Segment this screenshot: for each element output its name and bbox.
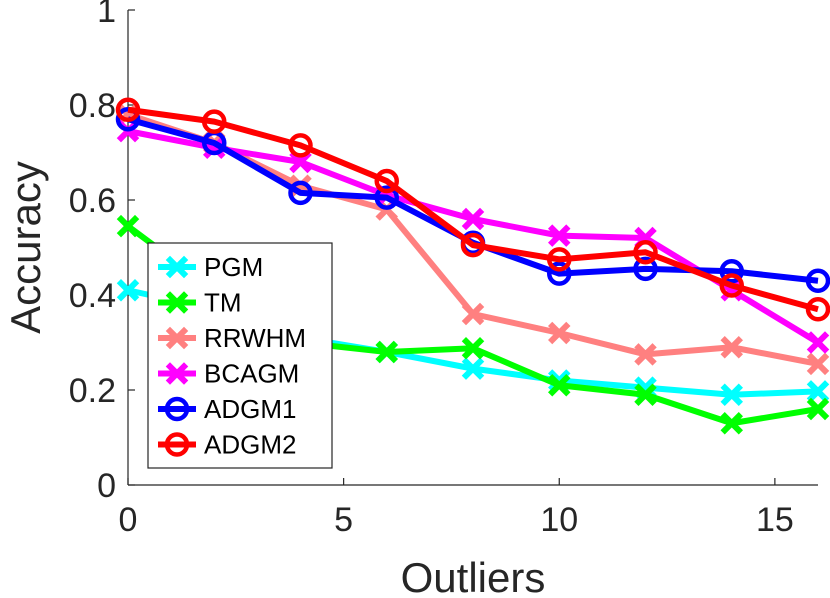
marker-stroke [165, 291, 189, 314]
marker-stroke [720, 383, 743, 406]
marker-stroke [548, 374, 571, 397]
x-tick-label: 10 [540, 501, 578, 539]
y-tick-label: 1 [97, 0, 116, 30]
data-point [719, 273, 744, 298]
y-tick-label: 0.4 [69, 277, 116, 315]
y-tick-label: 0 [97, 467, 116, 505]
data-point [547, 247, 572, 272]
x-tick-label: 15 [756, 501, 794, 539]
legend-label: BCAGM [204, 359, 299, 389]
data-point [548, 224, 571, 247]
series-layer [115, 97, 830, 435]
legend-swatch-marker [165, 291, 189, 314]
data-point [461, 357, 485, 380]
data-point [289, 150, 312, 174]
data-point [115, 107, 141, 132]
data-point [634, 343, 657, 366]
legend-entry: TM [158, 288, 242, 318]
legend-label: PGM [204, 252, 263, 282]
marker-stroke [165, 362, 189, 385]
data-point [202, 109, 227, 134]
marker-stroke [548, 224, 571, 247]
legend-entry: ADGM2 [158, 430, 296, 460]
data-point [115, 97, 141, 122]
marker-stroke [116, 279, 140, 302]
data-point [719, 259, 744, 284]
marker-stroke [461, 207, 485, 231]
axes: 00.20.40.60.810 5 10 15 [69, 0, 818, 539]
x-tick-label: 0 [119, 501, 138, 539]
data-point [720, 383, 743, 406]
data-point [720, 412, 743, 435]
y-tick-label: 0.8 [69, 87, 116, 125]
marker-stroke [806, 352, 830, 376]
data-point [806, 380, 830, 403]
y-tick-label: 0.2 [69, 372, 116, 410]
legend-entry: RRWHM [158, 323, 306, 353]
data-point [548, 321, 571, 345]
marker-stroke [375, 340, 398, 364]
data-point [116, 279, 140, 302]
data-point [805, 268, 830, 293]
series-adgm2 [115, 97, 830, 322]
legend-box [147, 242, 333, 469]
data-point [806, 352, 830, 376]
data-point [633, 240, 658, 265]
marker-stroke [116, 214, 140, 238]
legend-swatch-marker [165, 362, 189, 385]
marker-stroke [634, 343, 657, 366]
data-point [806, 331, 830, 354]
legend-label: TM [204, 288, 242, 318]
data-point [374, 185, 399, 210]
marker-stroke [720, 412, 743, 435]
series-line [127, 106, 819, 313]
legend-swatch-marker [165, 326, 189, 350]
legend-entry: BCAGM [158, 359, 299, 389]
legend-swatch-marker [164, 432, 190, 457]
data-point [720, 336, 743, 359]
data-point [116, 214, 140, 238]
data-point [461, 336, 485, 360]
legend-label: ADGM2 [204, 430, 296, 460]
y-tick-label: 0.6 [69, 182, 116, 220]
marker-stroke [548, 321, 571, 345]
marker-stroke [461, 302, 485, 326]
y-axis-label: Accuracy [2, 161, 49, 334]
data-point [288, 180, 313, 206]
marker-stroke [289, 150, 312, 174]
data-point [633, 256, 658, 282]
x-tick-label: 5 [334, 501, 353, 539]
marker-stroke [461, 336, 485, 360]
data-point [288, 133, 313, 158]
marker-stroke [634, 383, 657, 406]
data-point [805, 297, 830, 322]
data-point [375, 340, 398, 364]
marker-stroke [720, 336, 743, 359]
marker-stroke [165, 255, 189, 279]
legend-label: RRWHM [204, 323, 306, 353]
legend-entry: PGM [158, 252, 263, 282]
data-point [461, 207, 485, 231]
data-point [547, 261, 572, 286]
data-point [634, 383, 657, 406]
legend: PGM TM RRWHM BCAGM ADGM1 ADGM2 [147, 242, 333, 469]
data-point [548, 374, 571, 397]
data-point [806, 397, 830, 421]
legend-swatch-marker [164, 396, 190, 422]
data-point [461, 302, 485, 326]
marker-stroke [165, 326, 189, 350]
data-point [460, 232, 486, 258]
legend-entry: ADGM1 [158, 394, 296, 424]
data-point [374, 168, 399, 194]
marker-stroke [806, 397, 830, 421]
legend-label: ADGM1 [204, 394, 296, 424]
marker-stroke [806, 331, 830, 354]
marker-stroke [461, 357, 485, 380]
x-axis-label: Outliers [401, 554, 546, 598]
marker-stroke [806, 380, 830, 403]
legend-swatch-marker [165, 255, 189, 279]
